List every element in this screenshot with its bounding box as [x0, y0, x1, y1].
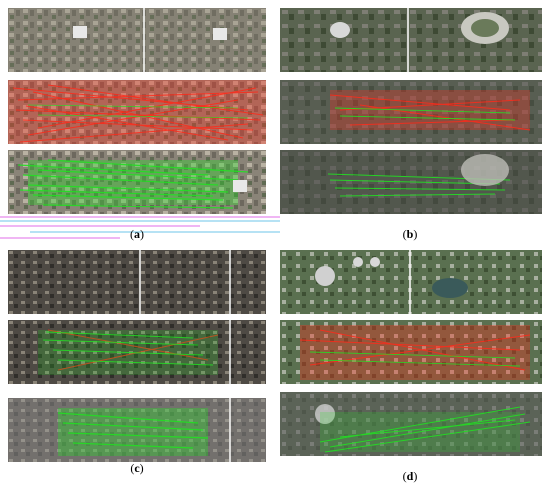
- panel-b-initial-matches: [280, 80, 542, 144]
- panel-d-correct-matches: [280, 392, 542, 456]
- panel-a-caption: (a): [130, 227, 144, 241]
- panel-a: (a): [0, 8, 280, 245]
- panel-c-caption: (c): [130, 461, 144, 475]
- panel-c-image-pair: [8, 250, 266, 314]
- panel-b-correct-matches: [280, 150, 542, 214]
- panel-b: (b): [280, 8, 542, 245]
- panel-d-caption: (d): [402, 469, 418, 483]
- panel-a-image-pair: [8, 8, 266, 72]
- panel-d-initial-matches: [280, 320, 542, 384]
- panel-d-image-pair: [280, 250, 542, 314]
- panel-c-correct-matches: [8, 398, 266, 462]
- panel-d: (d): [280, 250, 542, 487]
- panel-b-image-pair: [280, 8, 542, 72]
- panel-a-correct-matches: [8, 150, 266, 214]
- panel-a-initial-matches: [8, 80, 266, 144]
- panel-b-caption: (b): [402, 227, 418, 241]
- panel-c: (c): [8, 250, 266, 487]
- panel-c-initial-matches: [8, 320, 266, 384]
- panel-a-noise-band: [0, 214, 280, 244]
